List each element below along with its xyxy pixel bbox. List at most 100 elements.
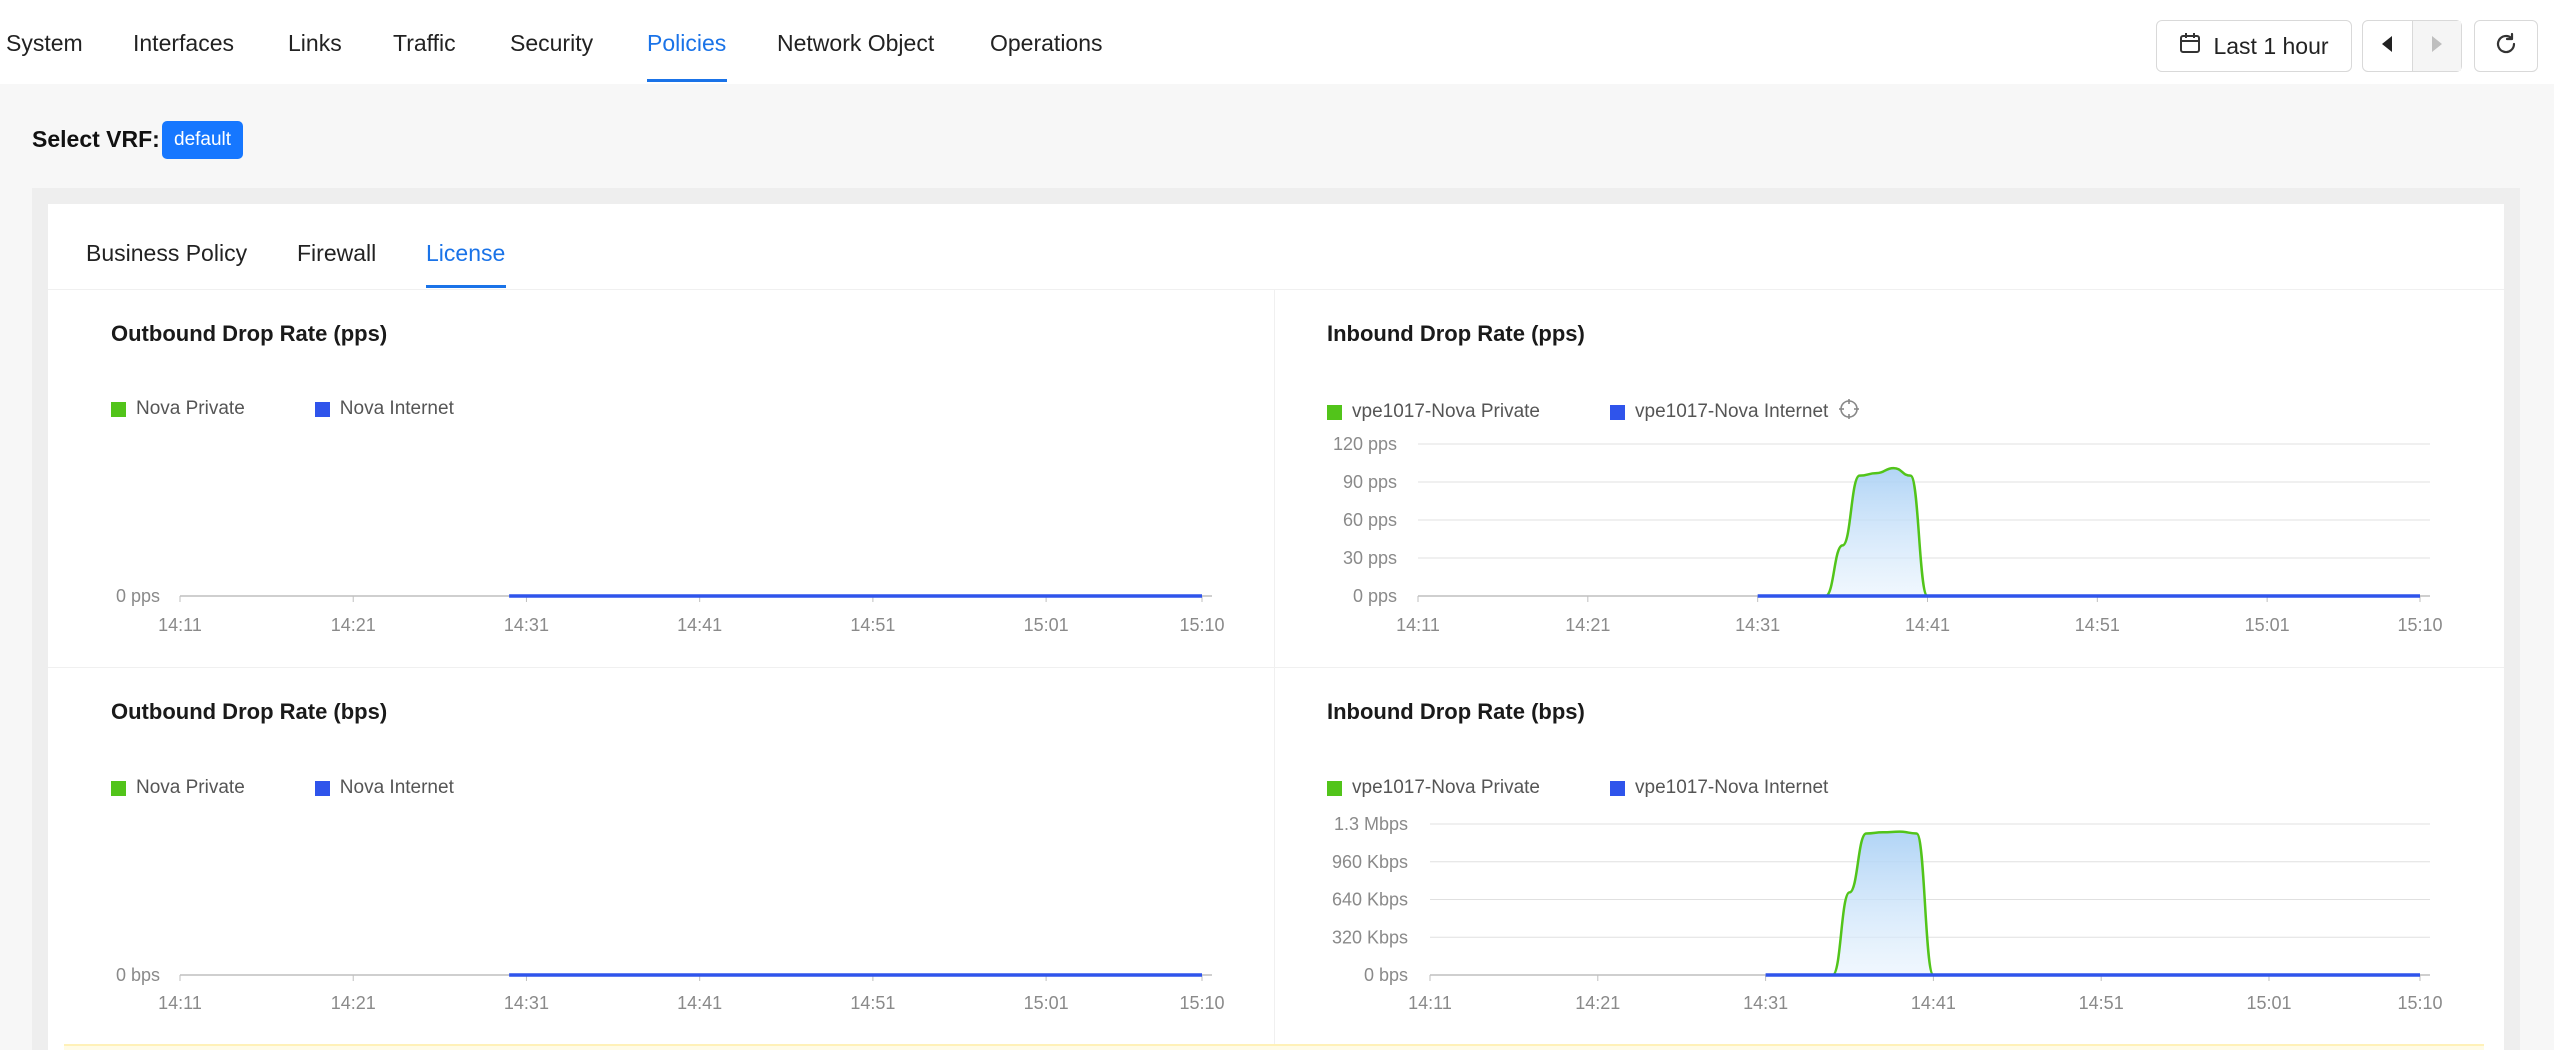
y-tick-label: 0 pps [116, 586, 160, 606]
nav-item-policies[interactable]: Policies [647, 30, 727, 56]
y-tick-label: 320 Kbps [1332, 927, 1408, 947]
legend-swatch-internet [1610, 404, 1625, 420]
x-tick-label: 14:21 [331, 993, 376, 1013]
series-line-private [1831, 830, 1935, 977]
x-tick-label: 15:01 [2246, 993, 2291, 1013]
x-tick-label: 14:21 [1575, 993, 1620, 1013]
calendar-icon [2179, 32, 2201, 60]
legend-swatch-internet [314, 780, 330, 796]
x-tick-label: 14:51 [850, 993, 895, 1013]
legend-label-private[interactable]: Nova Private [136, 398, 245, 419]
tab-firewall[interactable]: Firewall [297, 240, 377, 266]
series-line-private [1824, 466, 1929, 598]
legend-swatch-private [111, 401, 126, 417]
legend-inbound-bps: vpe1017-Nova Private vpe1017-Nova Intern… [1327, 777, 1828, 799]
legend-label-private[interactable]: Nova Private [136, 777, 245, 798]
x-tick-label: 14:21 [1565, 615, 1610, 635]
x-tick-label: 14:51 [2075, 615, 2120, 635]
nav-item-system[interactable]: System [6, 30, 83, 56]
legend-inbound-pps: vpe1017-Nova Private vpe1017-Nova Intern… [1327, 398, 1860, 426]
x-tick-label: 14:51 [850, 615, 895, 635]
legend-swatch-internet [314, 401, 330, 417]
nav-item-security[interactable]: Security [510, 30, 594, 56]
y-tick-label: 640 Kbps [1332, 890, 1408, 910]
chart-column-divider [1274, 290, 1275, 1050]
time-range-label: Last 1 hour [2213, 32, 2329, 59]
x-tick-label: 14:11 [1396, 615, 1440, 635]
next-range-button[interactable] [2411, 21, 2461, 71]
nav-item-links[interactable]: Links [288, 30, 342, 56]
legend-label-internet[interactable]: vpe1017-Nova Internet [1635, 401, 1829, 422]
x-tick-label: 15:10 [1179, 615, 1224, 635]
x-tick-label: 14:11 [158, 615, 202, 635]
legend-swatch-internet [1610, 780, 1625, 796]
x-tick-label: 14:31 [1743, 993, 1788, 1013]
notice-banner-edge [64, 1044, 2484, 1050]
chart-row-divider [48, 667, 2504, 668]
previous-range-button[interactable] [2363, 21, 2412, 71]
x-tick-label: 15:01 [2245, 615, 2290, 635]
x-tick-label: 14:41 [677, 615, 722, 635]
x-tick-label: 14:21 [331, 615, 376, 635]
y-tick-label: 120 pps [1333, 434, 1397, 454]
x-tick-label: 14:11 [158, 993, 202, 1013]
crosshair-icon[interactable] [1838, 398, 1860, 426]
x-tick-label: 14:51 [2079, 993, 2124, 1013]
caret-left-icon [2380, 35, 2394, 58]
top-navigation-bar: System Interfaces Links Traffic Security… [0, 0, 2554, 84]
legend-label-internet[interactable]: vpe1017-Nova Internet [1635, 777, 1829, 798]
y-tick-label: 0 pps [1353, 586, 1397, 606]
vrf-label: Select VRF: [32, 126, 160, 152]
refresh-icon [2494, 32, 2518, 61]
legend-label-internet[interactable]: Nova Internet [339, 777, 454, 798]
y-tick-label: 90 pps [1343, 472, 1397, 492]
legend-label-internet[interactable]: Nova Internet [339, 398, 454, 419]
y-tick-label: 60 pps [1343, 510, 1397, 530]
caret-right-icon [2430, 35, 2444, 58]
vrf-select-tag[interactable]: default [162, 121, 244, 159]
nav-active-indicator [647, 79, 727, 82]
nav-item-interfaces[interactable]: Interfaces [133, 30, 234, 56]
series-area-private [1832, 831, 1934, 975]
chart-title-outbound-bps: Outbound Drop Rate (bps) [111, 699, 388, 724]
tab-license[interactable]: License [426, 240, 506, 266]
x-tick-label: 15:10 [1179, 993, 1224, 1013]
x-tick-label: 14:31 [504, 615, 549, 635]
chart-title-inbound-bps: Inbound Drop Rate (bps) [1327, 699, 1585, 724]
legend-label-private[interactable]: vpe1017-Nova Private [1352, 401, 1540, 422]
legend-swatch-private [1327, 780, 1342, 796]
legend-outbound-bps: Nova Private Nova Internet [111, 777, 454, 799]
legend-outbound-pps: Nova Private Nova Internet [111, 398, 454, 420]
tabs-divider [48, 289, 2504, 290]
legend-swatch-private [111, 780, 126, 796]
nav-item-operations[interactable]: Operations [990, 30, 1103, 56]
x-tick-label: 14:41 [1911, 993, 1956, 1013]
time-range-button[interactable]: Last 1 hour [2156, 20, 2352, 72]
nav-item-network-object[interactable]: Network Object [777, 30, 935, 56]
x-tick-label: 15:01 [1024, 615, 1069, 635]
refresh-button[interactable] [2474, 20, 2538, 72]
tab-active-indicator [426, 285, 506, 288]
x-tick-label: 14:11 [1408, 993, 1452, 1013]
y-tick-label: 30 pps [1343, 548, 1397, 568]
x-tick-label: 14:41 [677, 993, 722, 1013]
chart-title-outbound-pps: Outbound Drop Rate (pps) [111, 321, 388, 346]
x-tick-label: 14:31 [504, 993, 549, 1013]
nav-item-traffic[interactable]: Traffic [393, 30, 456, 56]
x-tick-label: 15:10 [2397, 615, 2442, 635]
tab-business-policy[interactable]: Business Policy [86, 240, 248, 266]
x-tick-label: 14:31 [1735, 615, 1780, 635]
time-step-group [2362, 20, 2462, 72]
x-tick-label: 15:01 [1024, 993, 1069, 1013]
y-tick-label: 1.3 Mbps [1334, 814, 1408, 834]
series-area-private [1825, 468, 1928, 596]
y-tick-label: 0 bps [116, 965, 160, 985]
legend-label-private[interactable]: vpe1017-Nova Private [1352, 777, 1540, 798]
x-tick-label: 15:10 [2397, 993, 2442, 1013]
policy-card [48, 204, 2504, 1050]
x-tick-label: 14:41 [1905, 615, 1950, 635]
